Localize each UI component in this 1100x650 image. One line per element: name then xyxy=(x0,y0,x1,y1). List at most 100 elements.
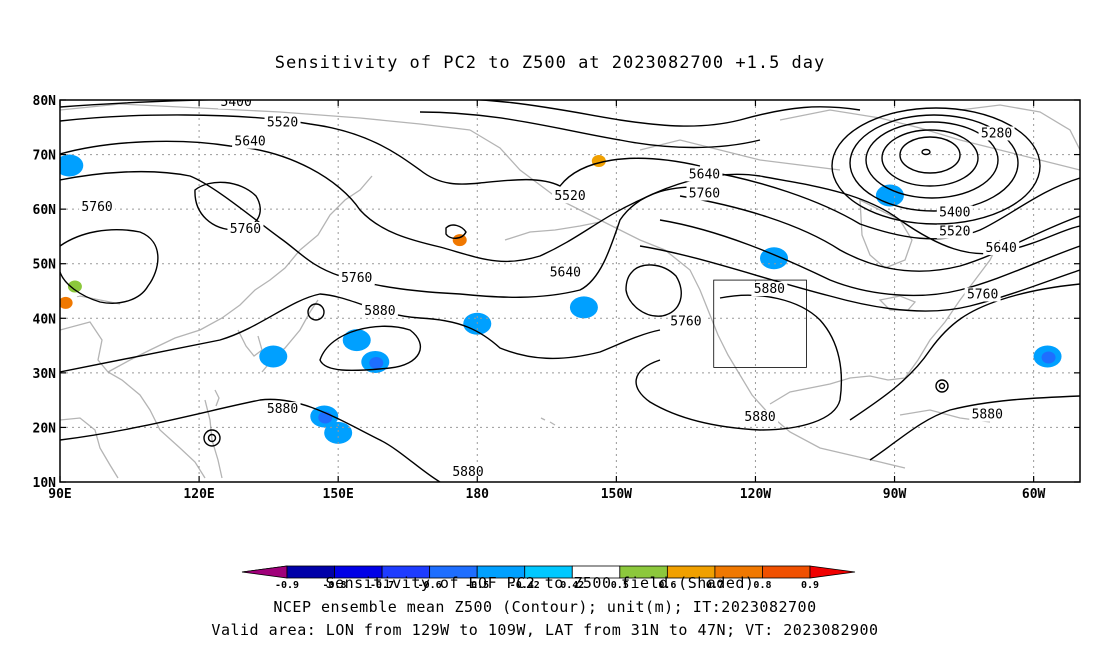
contour-label-bg-19 xyxy=(450,464,486,479)
contour-label-bg-8 xyxy=(361,303,398,318)
colorbar-tick-label-3: -0.6 xyxy=(418,580,442,591)
colorbar-tick-label-4: -0.5 xyxy=(465,580,489,591)
colorbar-tick-label-5: -0.42 xyxy=(510,580,540,591)
contour-label-bg-10 xyxy=(686,186,723,201)
contour-label-15: 5520 xyxy=(939,225,970,240)
contour-label-12: 5880 xyxy=(754,282,785,297)
shaded-region-6 xyxy=(60,274,88,297)
colorbar-tick-label-9: 0.7 xyxy=(706,580,724,591)
colorbar-tick-label-11: 0.9 xyxy=(801,580,819,591)
colorbar-right-tip xyxy=(809,565,856,579)
valid-area-box xyxy=(713,279,807,368)
contour-label-3: 5760 xyxy=(81,200,112,215)
contour-label-19: 5880 xyxy=(452,465,483,480)
chart-title: Sensitivity of PC2 to Z500 at 2023082700… xyxy=(275,53,826,73)
y-tick-label-1: 20N xyxy=(33,421,57,436)
colorbar: -0.9 -0.8 -0.7 -0.6 -0.5 -0.42 0.42 0.5 0.6 0.7 0.… xyxy=(241,565,856,591)
y-tick-label-5: 60N xyxy=(33,203,57,218)
colorbar-tick-label-7: 0.5 xyxy=(611,580,629,591)
y-tick-label-6: 70N xyxy=(33,149,57,164)
colorbar-tick-label-0: -0.9 xyxy=(275,580,299,591)
contour-label-5: 5520 xyxy=(554,189,585,204)
contour-label-6: 5640 xyxy=(550,266,581,281)
contour-label-4: 5760 xyxy=(230,222,261,237)
contour-label-bg-12 xyxy=(751,282,788,296)
contour-label-bg-4 xyxy=(227,221,264,236)
contour-label-bg-16 xyxy=(983,241,1020,256)
contour-label-1: 5520 xyxy=(267,116,298,131)
shaded-region-10 xyxy=(1033,345,1062,368)
contour-label-17: 5760 xyxy=(967,287,998,302)
contour-label-bg-14 xyxy=(936,205,973,220)
caption-line-2: Valid area: LON from 129W to 109W, LAT f… xyxy=(211,621,878,639)
contour-label-9: 5640 xyxy=(689,167,720,182)
x-tick-label-5: 120W xyxy=(740,487,771,502)
shaded-region-13 xyxy=(60,154,84,177)
colorbar-tick-label-8: 0.6 xyxy=(658,580,676,591)
contour-label-2: 5640 xyxy=(234,135,265,150)
colorbar-box-11 xyxy=(762,565,811,579)
valid-area-rect xyxy=(713,279,807,368)
contour-label-bg-6 xyxy=(547,265,584,280)
y-tick-label-4: 50N xyxy=(33,258,57,273)
y-tick-label-0: 10N xyxy=(33,476,57,491)
contour-label-bg-18 xyxy=(264,402,301,417)
contour-label-bg-17 xyxy=(964,287,1001,302)
contour-label-bg-3 xyxy=(79,200,116,215)
coastlines xyxy=(60,103,1080,479)
contour-label-bg-11 xyxy=(667,314,704,329)
contour-label-bg-0 xyxy=(218,100,255,109)
shaded-region-0 xyxy=(342,329,371,352)
contour-label-bg-7 xyxy=(338,271,375,286)
contour-label-bg-2 xyxy=(232,134,269,149)
colorbar-tick-label-2: -0.7 xyxy=(370,580,394,591)
contour-labels: 5400552056405760576055205640576058805640… xyxy=(79,95,1020,480)
x-tick-label-0: 90E xyxy=(48,487,71,502)
contour-label-7: 5760 xyxy=(341,271,372,286)
contour-label-10: 5760 xyxy=(689,187,720,202)
contour-label-bg-5 xyxy=(552,189,588,204)
contour-label-16: 5640 xyxy=(986,241,1017,256)
contour-label-bg-21 xyxy=(969,407,1006,422)
x-tick-label-3: 180 xyxy=(466,487,490,502)
shaded-region-1 xyxy=(361,350,390,373)
x-tick-label-2: 150E xyxy=(323,487,354,502)
x-tick-label-6: 90W xyxy=(883,487,907,502)
contour-label-11: 5760 xyxy=(670,315,701,330)
shaded-region-8 xyxy=(444,228,473,251)
shaded-region-11 xyxy=(875,184,904,207)
map-grid xyxy=(60,100,1080,482)
contour-label-0: 5400 xyxy=(221,95,252,110)
colorbar-tick-label-6: 0.42 xyxy=(560,580,584,591)
y-tick-label-3: 40N xyxy=(33,312,57,327)
contour-label-bg-13 xyxy=(978,126,1015,141)
contour-label-bg-9 xyxy=(686,167,723,182)
map-frame xyxy=(59,99,1081,483)
y-tick-label-2: 30N xyxy=(33,367,57,382)
contour-label-8: 5880 xyxy=(364,304,395,319)
contour-label-bg-20 xyxy=(742,410,779,425)
caption-line-1: NCEP ensemble mean Z500 (Contour); unit(… xyxy=(273,598,816,616)
contour-label-bg-15 xyxy=(936,224,973,239)
z500-contours xyxy=(60,100,1080,482)
x-tick-label-7: 60W xyxy=(1022,487,1046,502)
colorbar-tick-label-10: 0.8 xyxy=(753,580,771,591)
x-tick-label-1: 120E xyxy=(183,487,214,502)
shaded-region-4 xyxy=(259,345,288,368)
contour-label-18: 5880 xyxy=(267,402,298,417)
contour-label-20: 5880 xyxy=(744,410,775,425)
axis-ticks: 90E 120E 150E 180 150W 120W 90W 60W 10N 20N 30N 40N… xyxy=(33,94,1080,502)
contour-label-14: 5400 xyxy=(939,206,970,221)
contour-label-21: 5880 xyxy=(972,408,1003,423)
contour-label-bg-1 xyxy=(264,115,301,130)
y-tick-label-7: 80N xyxy=(33,94,57,109)
shaded-region-12 xyxy=(569,296,598,319)
shaded-region-7 xyxy=(583,149,612,172)
colorbar-title: Sensitivity of EOF PC2 to Z500 field (Sh… xyxy=(326,574,755,592)
colorbar-tick-label-1: -0.8 xyxy=(322,580,346,591)
map-area: 5400552056405760576055205640576058805640… xyxy=(60,95,1080,482)
contour-label-13: 5280 xyxy=(981,126,1012,141)
colorbar-left-tip xyxy=(241,565,288,579)
x-tick-label-4: 150W xyxy=(601,487,632,502)
